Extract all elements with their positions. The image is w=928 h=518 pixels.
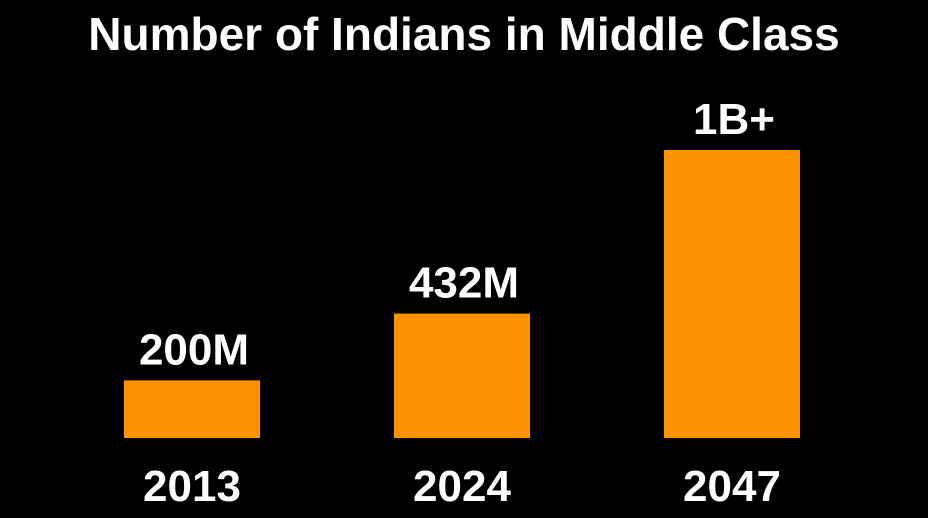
data-label-2047: 1B+ — [693, 95, 775, 144]
bar-2013 — [124, 380, 260, 438]
bars-group — [124, 150, 800, 438]
bar-2024 — [394, 313, 530, 438]
x-tick-label-2013: 2013 — [143, 462, 241, 511]
bar-2047 — [664, 150, 800, 438]
data-labels-group: 200M 432M 1B+ — [139, 95, 775, 374]
data-label-2013: 200M — [139, 325, 249, 374]
chart-title: Number of Indians in Middle Class — [88, 8, 840, 60]
x-tick-label-2024: 2024 — [413, 462, 511, 511]
data-label-2024: 432M — [409, 259, 519, 308]
x-axis-tick-labels: 2013 2024 2047 — [143, 462, 781, 511]
x-tick-label-2047: 2047 — [683, 462, 781, 511]
